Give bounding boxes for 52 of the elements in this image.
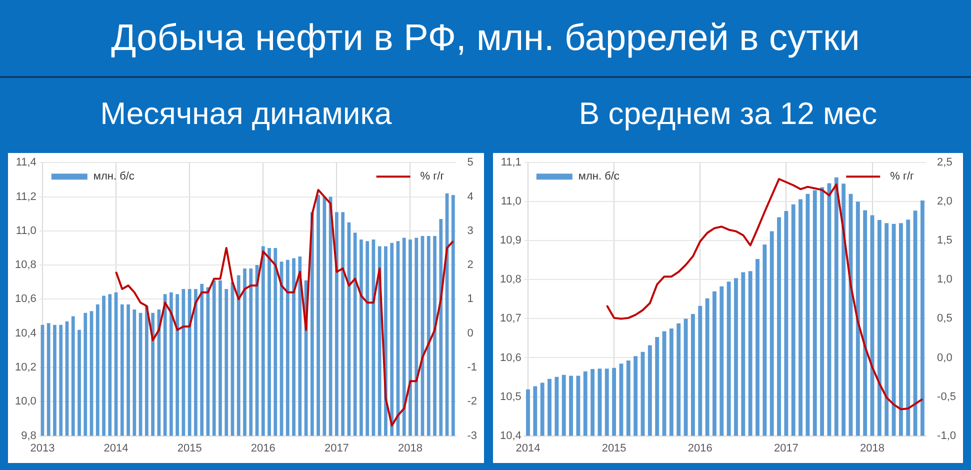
- y-tick-label: 10,7: [500, 312, 522, 325]
- x-tick-label: 2018: [398, 442, 422, 454]
- y-tick-label: 10,8: [500, 274, 522, 286]
- y-tick-label: 11,0: [500, 196, 522, 208]
- y-tick-label: 10,6: [500, 352, 522, 364]
- y-tick-label: 10,8: [14, 259, 36, 272]
- y2-tick-label: -0,5: [937, 390, 956, 403]
- y2-tick-label: 2,5: [937, 156, 952, 169]
- y2-tick-label: -3: [467, 430, 477, 442]
- y2-tick-label: 0,0: [937, 352, 952, 364]
- legend-label: млн. б/с: [93, 170, 135, 183]
- y2-tick-label: -2: [467, 396, 477, 408]
- y-tick-label: 11,2: [16, 190, 36, 203]
- chart-title: Добыча нефти в РФ, млн. баррелей в сутки: [0, 0, 971, 78]
- x-tick-label: 2014: [516, 442, 540, 454]
- y-tick-label: 11,0: [16, 224, 36, 237]
- y2-tick-label: 5: [467, 156, 474, 169]
- legend-label: % г/г: [890, 170, 914, 183]
- y-tick-label: 10,0: [14, 396, 36, 408]
- y-tick-label: 10,6: [14, 293, 36, 306]
- x-tick-label: 2016: [688, 442, 712, 454]
- y2-tick-label: 2: [467, 259, 474, 272]
- chart-subtitle: В среднем за 12 мес: [578, 96, 878, 132]
- y-tick-label: 10,2: [14, 362, 36, 374]
- x-tick-label: 2017: [324, 442, 349, 454]
- legend-label: млн. б/с: [578, 170, 620, 183]
- y2-tick-label: 3: [467, 224, 474, 237]
- x-tick-label: 2015: [177, 442, 202, 454]
- x-tick-label: 2018: [860, 442, 884, 454]
- y2-tick-label: 2,0: [937, 196, 952, 208]
- x-tick-label: 2015: [602, 442, 626, 454]
- y2-tick-label: 1,0: [937, 274, 952, 286]
- y-tick-label: 10,4: [14, 327, 36, 340]
- y-tick-label: 11,4: [16, 156, 36, 169]
- y2-tick-label: 1: [467, 293, 474, 306]
- y-tick-label: 10,4: [500, 430, 522, 442]
- y-tick-label: 10,9: [500, 234, 522, 247]
- y-tick-label: 10,5: [500, 390, 522, 403]
- y2-tick-label: -1,0: [937, 430, 956, 442]
- x-tick-label: 2017: [774, 442, 798, 454]
- y2-tick-label: 1,5: [937, 234, 952, 247]
- x-tick-label: 2014: [104, 442, 128, 454]
- y2-tick-label: 0: [467, 327, 474, 340]
- chart-subtitle: Месячная динамика: [99, 96, 393, 132]
- x-tick-label: 2016: [250, 442, 276, 454]
- legend-label: % г/г: [420, 170, 444, 183]
- y2-tick-label: 0,5: [937, 312, 952, 325]
- y-tick-label: 9,8: [21, 430, 36, 442]
- x-tick-label: 2013: [30, 442, 55, 454]
- y2-tick-label: -1: [467, 362, 477, 374]
- y2-tick-label: 4: [467, 190, 474, 203]
- y-tick-label: 11,1: [500, 156, 522, 169]
